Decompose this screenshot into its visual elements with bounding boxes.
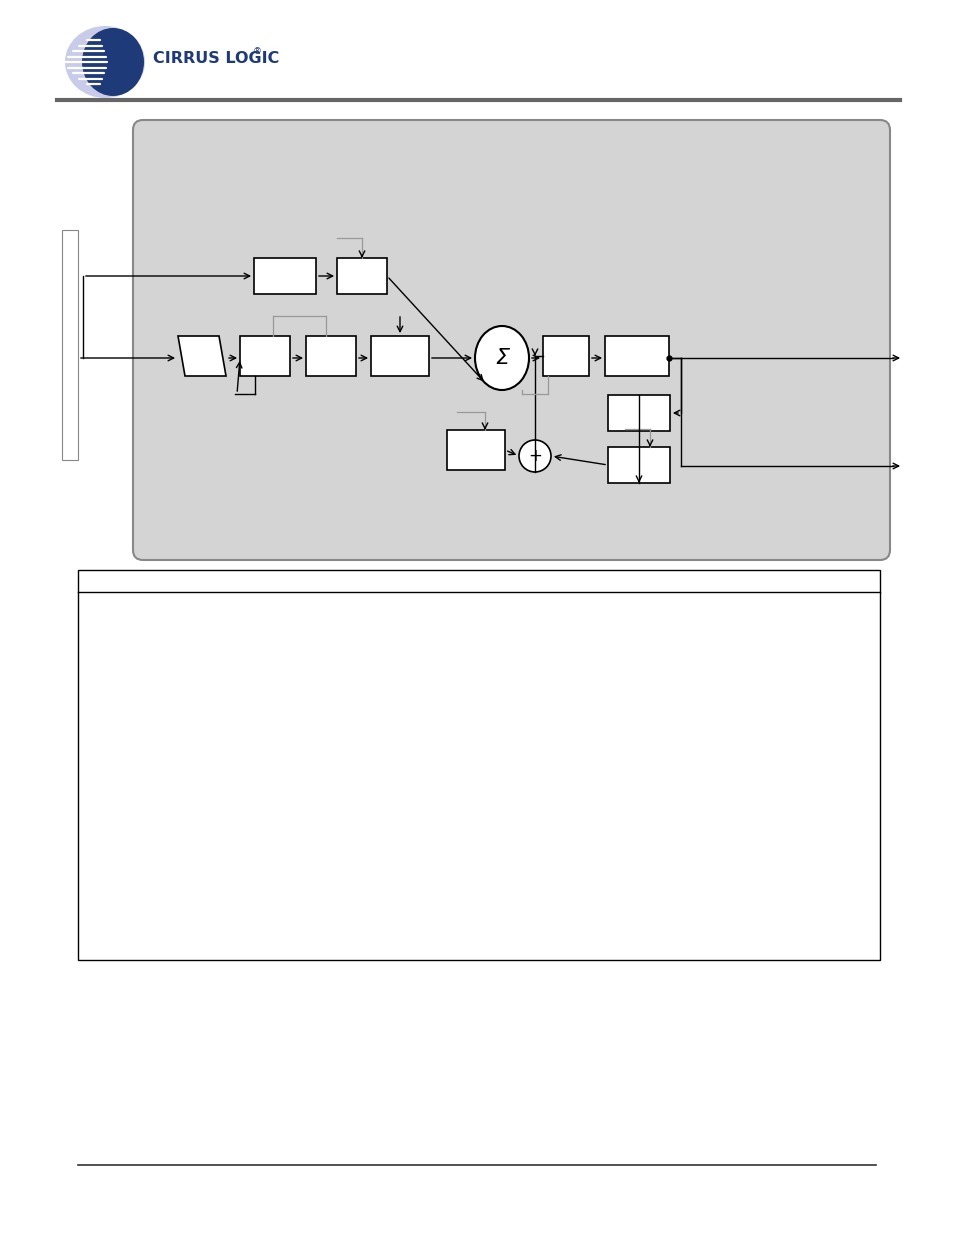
FancyBboxPatch shape xyxy=(132,120,889,559)
Bar xyxy=(336,258,387,294)
Bar xyxy=(607,395,669,431)
Ellipse shape xyxy=(65,26,145,98)
Text: ®: ® xyxy=(253,47,262,57)
Bar xyxy=(306,336,355,375)
Ellipse shape xyxy=(82,28,144,96)
Text: Σ: Σ xyxy=(495,348,509,368)
Ellipse shape xyxy=(518,440,551,472)
Bar xyxy=(240,336,290,375)
Ellipse shape xyxy=(475,326,529,390)
Bar xyxy=(371,336,429,375)
Text: CIRRUS LOGIC: CIRRUS LOGIC xyxy=(152,51,279,65)
Bar xyxy=(78,571,879,960)
Bar xyxy=(607,447,669,483)
Bar xyxy=(253,258,315,294)
Polygon shape xyxy=(178,336,226,375)
Bar xyxy=(62,230,78,459)
Bar xyxy=(542,336,588,375)
Bar xyxy=(604,336,668,375)
Bar xyxy=(447,430,504,471)
Text: +: + xyxy=(528,447,541,466)
